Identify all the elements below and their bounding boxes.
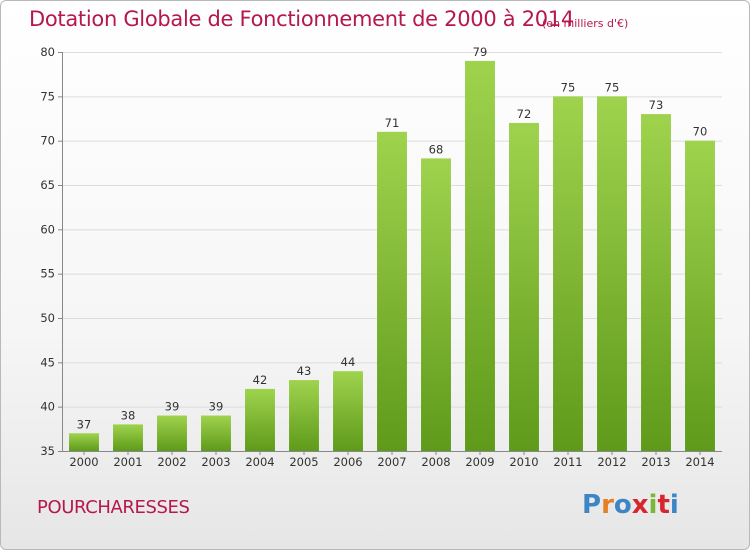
bars: [69, 60, 715, 452]
data-label-2009: 79: [473, 45, 488, 59]
data-label-2004: 42: [253, 373, 268, 387]
data-label-2005: 43: [297, 364, 312, 378]
y-tick-label: 65: [40, 178, 55, 192]
x-tick-label-2003: 2003: [201, 455, 230, 469]
bar-2012: [597, 96, 627, 451]
logo-letter: P: [582, 490, 602, 520]
x-tick-label-2006: 2006: [333, 455, 362, 469]
data-label-2006: 44: [341, 355, 356, 369]
bar-2008: [421, 158, 451, 451]
data-label-2014: 70: [693, 125, 708, 139]
bar-2005: [289, 380, 319, 451]
y-tick-label: 70: [40, 134, 55, 148]
bar-2004: [245, 388, 275, 451]
x-tick-label-2004: 2004: [245, 455, 274, 469]
chart-title: Dotation Globale de Fonctionnement de 20…: [29, 7, 574, 31]
x-tick-label-2000: 2000: [69, 455, 98, 469]
x-tick-label-2007: 2007: [377, 455, 406, 469]
logo-letter: x: [631, 490, 649, 520]
logo-letter: t: [657, 490, 670, 520]
y-tick-label: 40: [40, 400, 55, 414]
x-tick-label-2012: 2012: [597, 455, 626, 469]
bar-2007: [377, 131, 407, 452]
bar-2013: [641, 114, 671, 452]
chart-unit: (en milliers d'€): [542, 17, 629, 30]
data-label-2010: 72: [517, 107, 532, 121]
y-tick-label: 75: [40, 89, 55, 103]
x-tick-label-2009: 2009: [465, 455, 494, 469]
logo-letter: r: [601, 490, 614, 520]
bar-2002: [157, 415, 187, 451]
logo-letter: i: [648, 490, 658, 520]
y-tick-label: 55: [40, 267, 55, 281]
data-label-2002: 39: [165, 400, 180, 414]
data-label-2008: 68: [429, 142, 444, 156]
proxiti-logo[interactable]: Proxiti: [582, 490, 679, 520]
x-tick-label-2011: 2011: [553, 455, 582, 469]
data-label-2007: 71: [385, 116, 400, 130]
y-tick-label: 35: [40, 444, 55, 458]
labels: 35 40 45 50 55 60 65 70 75 80 2000 37 2001 38 2002 39 20…: [40, 45, 714, 469]
axes: [58, 52, 722, 455]
y-tick-label: 50: [40, 311, 55, 325]
bar-2014: [685, 140, 715, 451]
bar-2009: [465, 60, 495, 451]
bar-2001: [113, 424, 143, 451]
y-tick-label: 80: [40, 45, 55, 59]
y-tick-label: 45: [40, 355, 55, 369]
bar-2000: [69, 433, 99, 451]
y-tick-label: 60: [40, 222, 55, 236]
logo-letter: o: [613, 490, 632, 520]
data-label-2011: 75: [561, 80, 576, 94]
logo-letter: i: [669, 490, 679, 520]
data-label-2003: 39: [209, 400, 224, 414]
x-tick-label-2010: 2010: [509, 455, 538, 469]
x-tick-label-2013: 2013: [641, 455, 670, 469]
data-label-2000: 37: [77, 417, 92, 431]
data-label-2001: 38: [121, 408, 136, 422]
bar-2011: [553, 96, 583, 451]
x-tick-label-2014: 2014: [685, 455, 714, 469]
x-tick-label-2001: 2001: [113, 455, 142, 469]
x-tick-label-2002: 2002: [157, 455, 186, 469]
x-tick-label-2008: 2008: [421, 455, 450, 469]
bar-2010: [509, 122, 539, 451]
data-label-2013: 73: [649, 98, 664, 112]
bar-2006: [333, 371, 363, 451]
bar-2003: [201, 415, 231, 451]
x-tick-label-2005: 2005: [289, 455, 318, 469]
commune-name: POURCHARESSES: [37, 497, 190, 518]
data-label-2012: 75: [605, 80, 620, 94]
